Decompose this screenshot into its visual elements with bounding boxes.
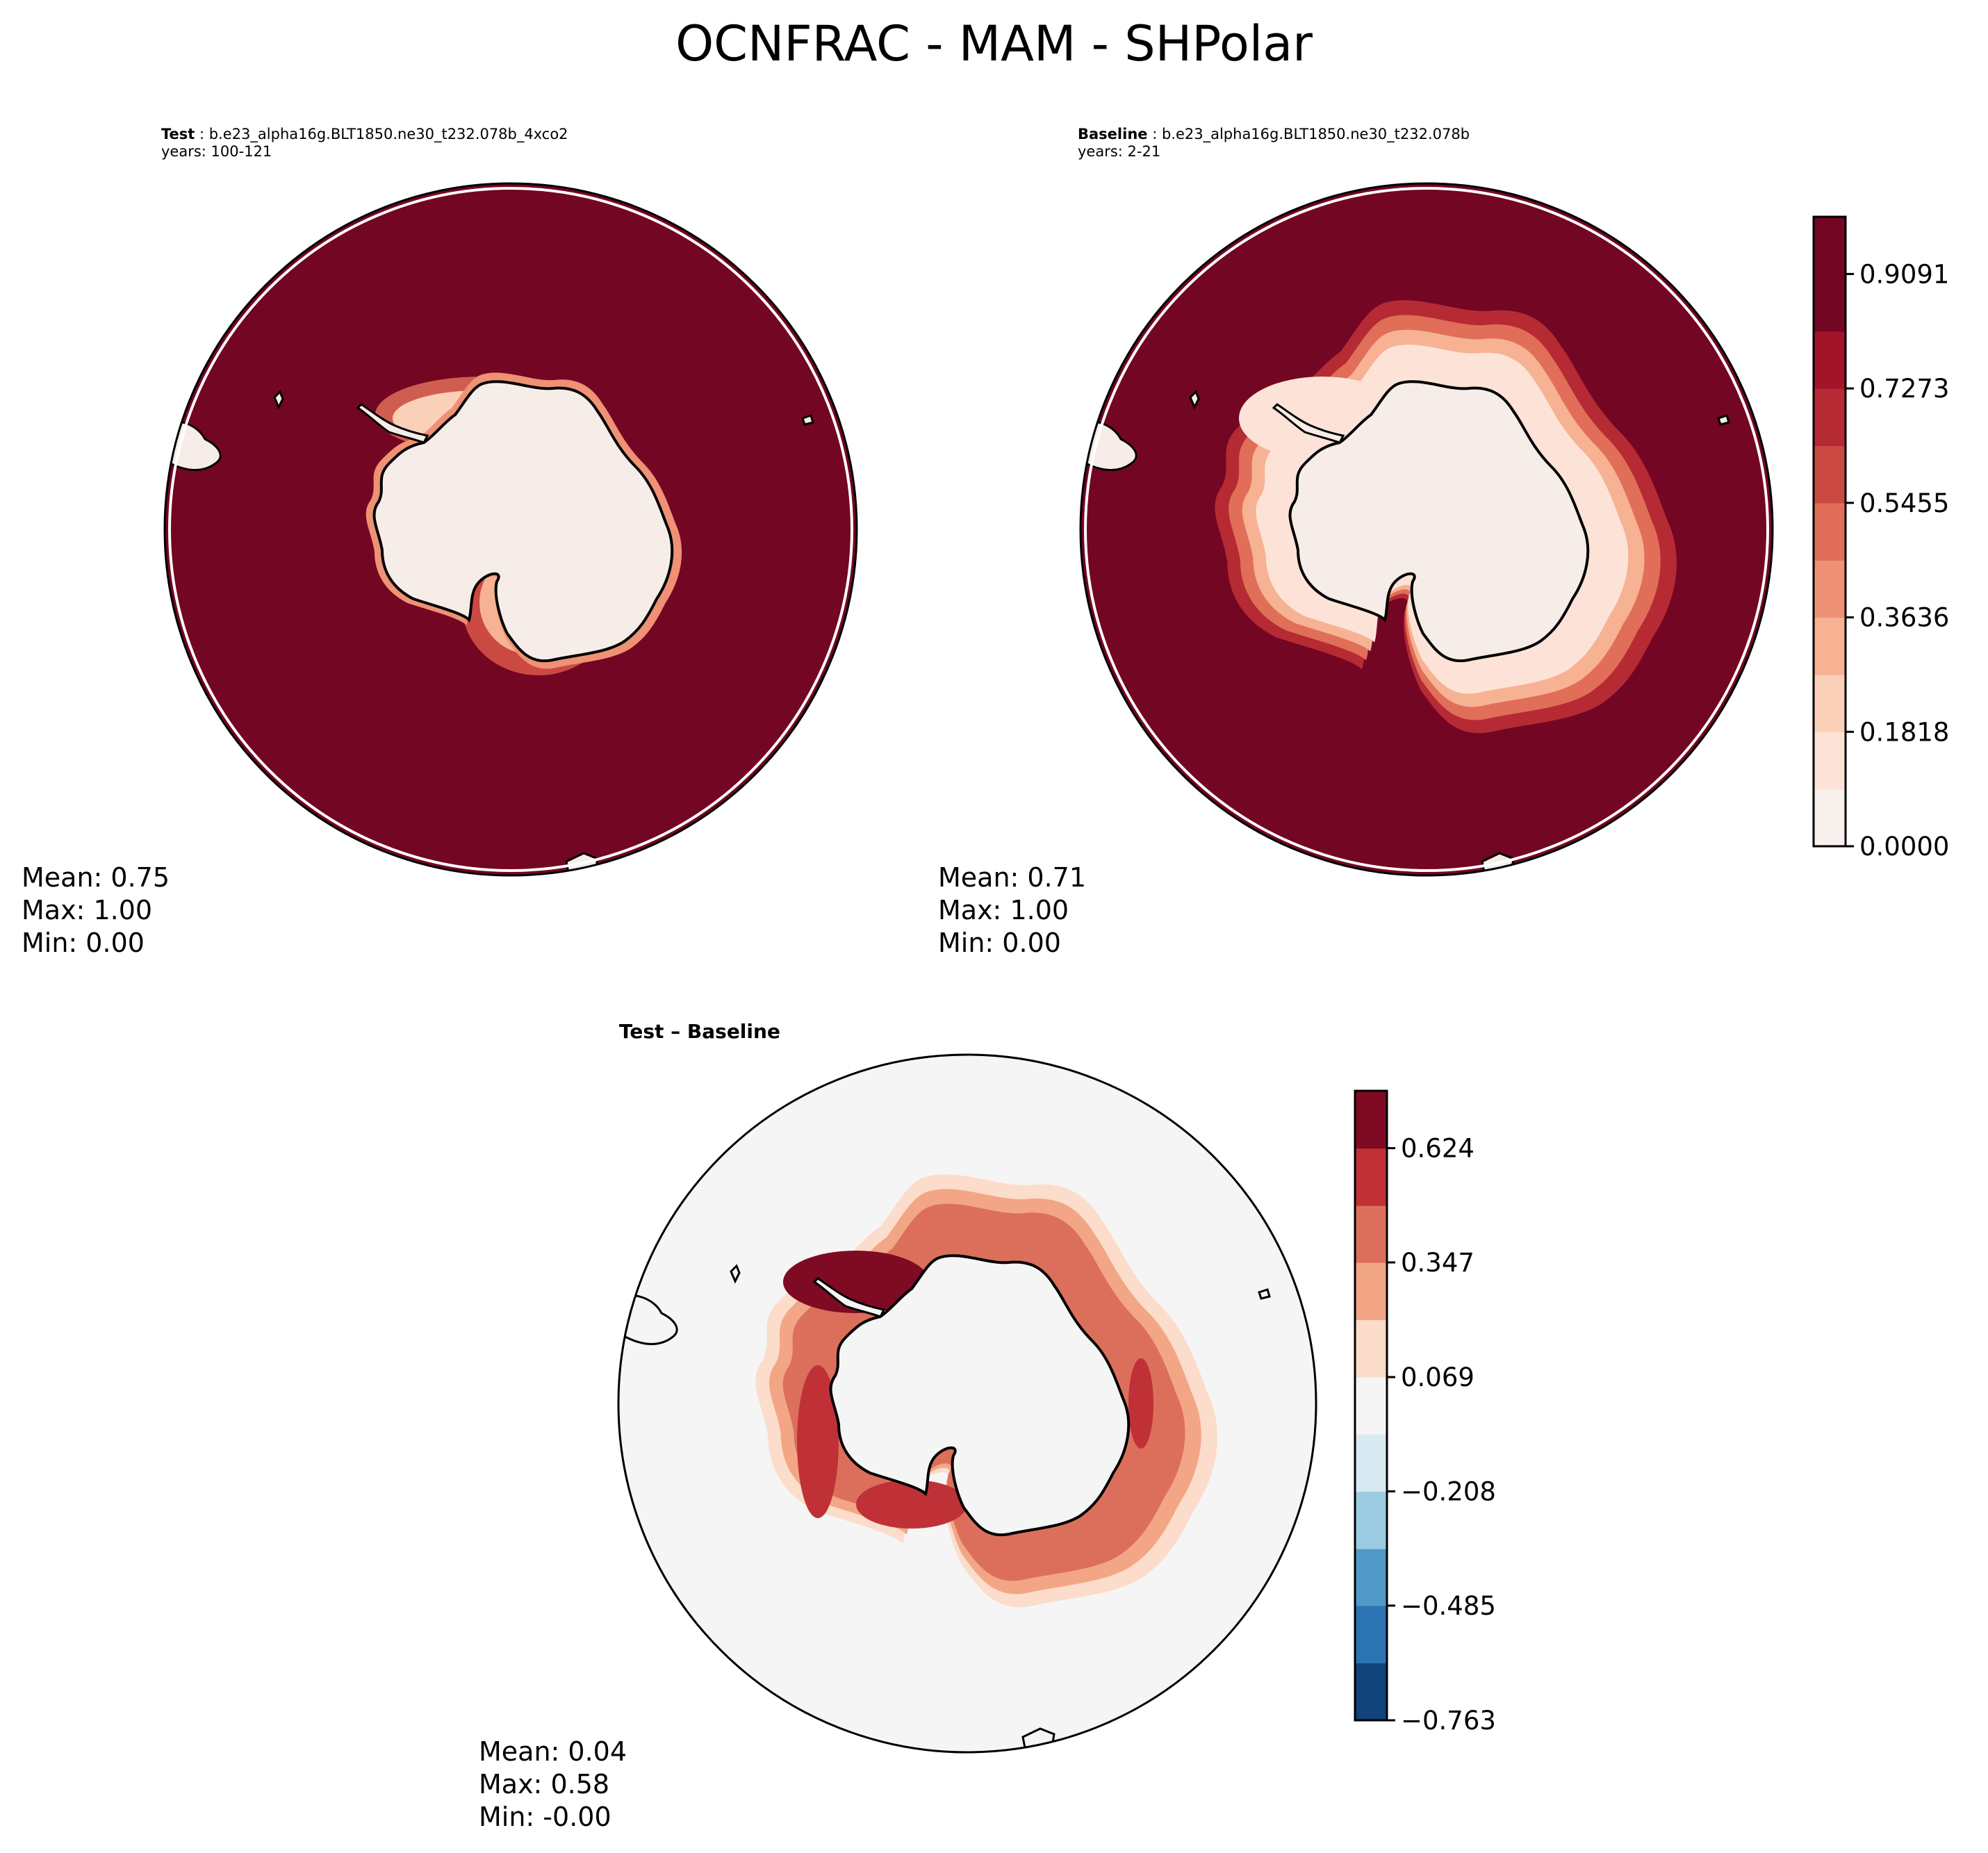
- test-stats: Mean: 0.75 Max: 1.00 Min: 0.00: [22, 862, 170, 960]
- abs-colorbar-segment: [1814, 388, 1846, 447]
- diff-max-east: [1128, 1358, 1153, 1449]
- test-kerguelen: [801, 414, 814, 426]
- test-years: years: 100-121: [161, 143, 272, 160]
- diff-map: [618, 1055, 1316, 1752]
- diff-colorbar-segment: [1355, 1491, 1387, 1549]
- diff-colorbar-segment: [1355, 1549, 1387, 1606]
- abs-colorbar-tick-label: 0.1818: [1859, 717, 1949, 747]
- diff-kerguelen: [1258, 1288, 1271, 1300]
- baseline-panel-title: Baseline : b.e23_alpha16g.BLT1850.ne30_t…: [1078, 126, 1470, 160]
- abs-colorbar-segment: [1814, 617, 1846, 675]
- diff-colorbar-segment: [1355, 1605, 1387, 1664]
- abs-colorbar-tick-label: 0.0000: [1859, 832, 1949, 862]
- figure-title: OCNFRAC - MAM - SHPolar: [675, 15, 1313, 72]
- diff-colorbar-tick-label: −0.763: [1401, 1706, 1496, 1736]
- abs-colorbar-tick-label: 0.3636: [1859, 603, 1949, 633]
- diff-colorbar-segment: [1355, 1377, 1387, 1435]
- diff-falklands: [730, 1264, 741, 1284]
- baseline-years: years: 2-21: [1078, 143, 1161, 160]
- abs-colorbar-segment: [1814, 789, 1846, 847]
- test-min: Min: 0.00: [22, 928, 145, 958]
- baseline-max: Max: 1.00: [938, 895, 1069, 925]
- abs-colorbar-tick-label: 0.9091: [1859, 259, 1949, 289]
- diff-colorbar: −0.763 −0.485 −0.208 0.069 0.347 0.624: [1354, 1089, 1496, 1736]
- abs-colorbar-segment: [1814, 331, 1846, 389]
- diff-colorbar-tick-label: 0.347: [1401, 1248, 1474, 1278]
- test-case-name: b.e23_alpha16g.BLT1850.ne30_t232.078b_4x…: [208, 126, 568, 142]
- test-label: Test: [161, 126, 195, 142]
- diff-colorbar-tick-label: 0.624: [1401, 1134, 1474, 1164]
- abs-colorbar-segment: [1814, 445, 1846, 504]
- diff-max-west: [797, 1365, 839, 1518]
- diff-colorbar-segment: [1355, 1433, 1387, 1492]
- abs-colorbar-tick-label: 0.5455: [1859, 488, 1949, 518]
- test-max: Max: 1.00: [22, 895, 153, 925]
- baseline-label: Baseline: [1078, 126, 1148, 142]
- diff-max: Max: 0.58: [479, 1769, 610, 1800]
- test-map-border: [163, 182, 858, 877]
- diff-min: Min: -0.00: [479, 1802, 611, 1832]
- abs-colorbar-segment: [1814, 560, 1846, 618]
- diff-colorbar-segment: [1355, 1148, 1387, 1206]
- baseline-stats: Mean: 0.71 Max: 1.00 Min: 0.00: [938, 862, 1086, 960]
- diff-colorbar-tick-label: 0.069: [1401, 1362, 1474, 1392]
- diff-panel-title: Test – Baseline: [619, 1020, 780, 1043]
- abs-colorbar-segment: [1814, 674, 1846, 732]
- diff-max-weddell: [783, 1251, 929, 1313]
- diff-mean: Mean: 0.04: [479, 1736, 627, 1767]
- abs-colorbar-segment: [1814, 274, 1846, 332]
- abs-colorbar-frame: [1812, 215, 1847, 848]
- abs-colorbar-tick-label: 0.7273: [1859, 374, 1949, 404]
- baseline-kerguelen: [1717, 414, 1730, 426]
- diff-colorbar-segment: [1355, 1663, 1387, 1721]
- test-falklands: [273, 390, 284, 410]
- test-map: [165, 183, 857, 875]
- diff-colorbar-segment: [1355, 1262, 1387, 1321]
- abs-colorbar: 0.0000 0.1818 0.3636 0.5455 0.7273 0.9091: [1812, 215, 1949, 862]
- diff-colorbar-segment: [1355, 1205, 1387, 1263]
- diff-colorbar-tick-label: −0.485: [1401, 1591, 1496, 1621]
- baseline-map-border: [1079, 182, 1774, 877]
- diff-stats: Mean: 0.04 Max: 0.58 Min: -0.00: [479, 1736, 627, 1834]
- abs-colorbar-segment: [1814, 502, 1846, 561]
- baseline-min: Min: 0.00: [938, 928, 1061, 958]
- test-mean: Mean: 0.75: [22, 862, 170, 893]
- baseline-mean: Mean: 0.71: [938, 862, 1087, 893]
- diff-colorbar-segment: [1355, 1091, 1387, 1149]
- abs-colorbar-segment: [1814, 732, 1846, 790]
- baseline-case-name: b.e23_alpha16g.BLT1850.ne30_t232.078b: [1161, 126, 1470, 142]
- diff-max-amundsen: [856, 1480, 967, 1529]
- diff-colorbar-segment: [1355, 1319, 1387, 1378]
- diff-colorbar-frame: [1354, 1089, 1388, 1722]
- baseline-map: [1081, 183, 1773, 875]
- diff-map-border: [617, 1053, 1317, 1754]
- abs-colorbar-segment: [1814, 217, 1846, 274]
- diff-colorbar-tick-label: −0.208: [1401, 1476, 1496, 1506]
- baseline-falklands: [1189, 390, 1200, 410]
- test-panel-title: Test : b.e23_alpha16g.BLT1850.ne30_t232.…: [161, 126, 568, 160]
